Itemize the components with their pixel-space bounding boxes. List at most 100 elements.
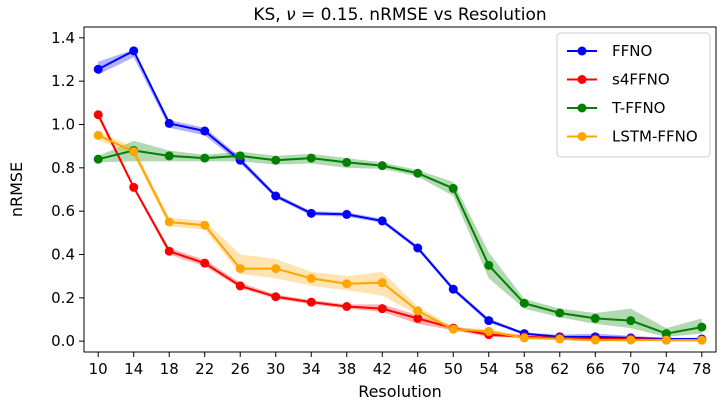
s4ffno-point [306,297,316,307]
lstm-ffno-point [377,278,387,288]
x-tick-label: 58 [515,360,534,378]
t-ffno-point [519,298,529,308]
x-tick-label: 14 [124,360,143,378]
lstm-ffno-point [129,147,139,157]
legend-marker-t-ffno [577,103,587,113]
lstm-ffno-line [97,134,702,342]
x-tick-label: 34 [302,360,321,378]
lstm-ffno-point [661,335,671,345]
x-tick-label: 46 [408,360,427,378]
t-ffno-point [271,155,281,165]
lstm-ffno-point [626,335,636,345]
y-tick-label: 1.4 [51,29,75,47]
chart-title: KS, ν = 0.15. nRMSE vs Resolution [253,5,546,25]
x-tick-label: 26 [231,360,250,378]
legend: FFNO s4FFNO T-FFNO LSTM-FFNO [556,32,711,158]
x-tick-label: 66 [586,360,605,378]
t-ffno-point [342,157,352,167]
t-ffno-point [306,153,316,163]
ffno-point [200,126,210,136]
t-ffno-point [413,168,423,178]
ffno-point [377,216,387,226]
t-ffno-point [93,154,103,164]
lstm-ffno-point [697,335,707,345]
ffno-line [97,49,702,340]
ffno-point [448,284,458,294]
lstm-ffno-point [200,220,210,230]
lstm-ffno-point [590,335,600,345]
legend-label-ffno: FFNO [612,42,652,60]
s4ffno-point [235,281,245,291]
ffno-point [342,209,352,219]
y-tick-label: 0.2 [51,289,75,307]
ffno-point [413,243,423,253]
x-tick-label: 18 [160,360,179,378]
x-tick-label: 54 [479,360,498,378]
t-ffno-point [200,153,210,163]
legend-label-s4ffno: s4FFNO [612,71,670,89]
x-tick-label: 74 [657,360,676,378]
lstm-ffno-point [413,306,423,316]
title-prefix: KS, [253,5,286,25]
plot-frame [83,26,717,353]
series-lines [97,49,702,342]
legend-marker-lstm-ffno [577,132,587,141]
y-tick-label: 0.4 [51,246,75,264]
series-markers [93,46,707,345]
t-ffno-point [448,183,458,193]
ffno-point [164,118,174,128]
legend-marker-ffno [577,46,587,56]
t-ffno-point [626,316,636,326]
lstm-ffno-point [235,264,245,274]
ffno-point [271,191,281,201]
s4ffno-point [164,246,174,256]
ffno-point [129,46,139,56]
x-tick-label: 78 [692,360,711,378]
title-suffix: = 0.15. nRMSE vs Resolution [296,5,547,25]
legend-box [556,32,711,158]
lstm-ffno-point [164,217,174,227]
s4ffno-point [271,292,281,302]
title-nu: ν [286,5,296,25]
t-ffno-point [697,322,707,332]
ffno-point [93,64,103,74]
ffno-point [484,316,494,326]
s4ffno-point [377,304,387,314]
y-axis-label: nRMSE [7,162,26,217]
t-ffno-point [235,151,245,161]
lstm-ffno-point [342,279,352,289]
t-ffno-point [590,313,600,323]
lstm-ffno-band [98,131,702,342]
s4ffno-point [129,182,139,192]
t-ffno-point [555,308,565,318]
x-tick-label: 22 [195,360,214,378]
x-axis-ticks: 10 14 18 22 26 30 34 38 42 46 50 54 58 62 66 70 74 78 [89,352,711,378]
x-tick-label: 62 [550,360,569,378]
y-tick-label: 0.6 [51,202,75,220]
s4ffno-point [200,258,210,268]
y-axis-ticks: 0.0 0.2 0.4 0.6 0.8 1.0 1.2 1.4 [51,29,84,350]
s4ffno-line [97,114,702,342]
lstm-ffno-point [519,333,529,343]
x-axis-label: Resolution [358,382,442,401]
legend-label-lstm-ffno: LSTM-FFNO [612,128,698,146]
y-tick-label: 0.8 [51,159,75,177]
t-ffno-line [97,149,702,335]
y-tick-label: 1.2 [51,72,75,90]
x-tick-label: 10 [89,360,108,378]
lstm-ffno-point [484,326,494,336]
x-tick-label: 70 [621,360,640,378]
lstm-ffno-point [93,130,103,140]
y-tick-label: 0.0 [51,332,75,350]
t-ffno-point [484,260,494,270]
confidence-bands [98,49,702,342]
x-tick-label: 50 [444,360,463,378]
t-ffno-point [661,329,671,339]
y-tick-label: 1.0 [51,116,75,134]
s4ffno-point [413,313,423,323]
t-ffno-point [164,151,174,161]
lstm-ffno-point [271,264,281,274]
lstm-ffno-point [555,334,565,344]
t-ffno-band [98,140,702,337]
